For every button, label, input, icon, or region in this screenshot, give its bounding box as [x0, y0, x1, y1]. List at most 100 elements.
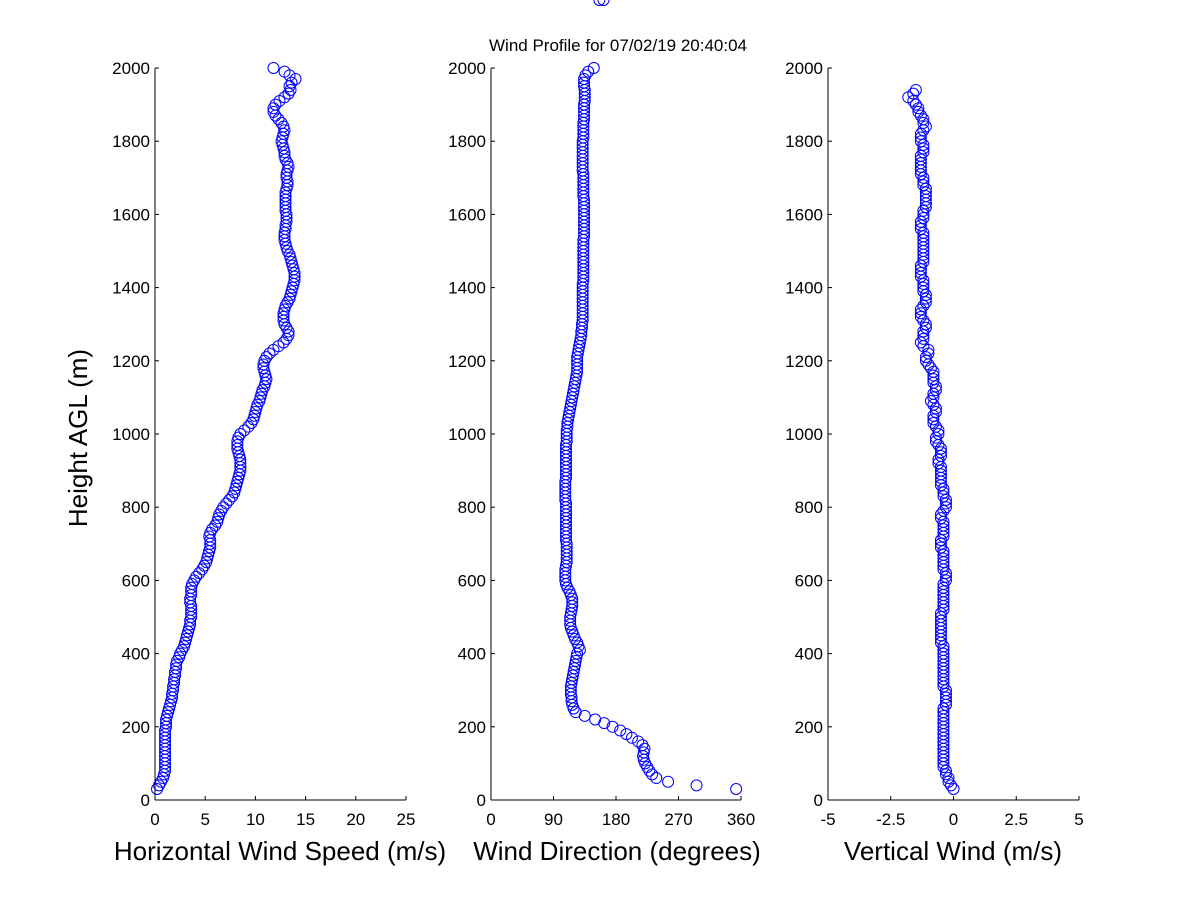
data-point: [162, 706, 175, 719]
y-tick-label: 400: [122, 645, 150, 664]
data-point: [919, 296, 932, 309]
x-tick-label: 360: [727, 810, 755, 829]
x-tick-label: 180: [602, 810, 630, 829]
data-point: [217, 501, 230, 514]
data-point: [287, 263, 300, 276]
data-point: [914, 259, 927, 272]
data-point: [939, 691, 952, 704]
data-point: [937, 545, 950, 558]
x-tick-label: 0: [486, 810, 495, 829]
data-point: [914, 219, 927, 232]
data-point: [589, 713, 602, 726]
data-point: [281, 245, 294, 257]
y-tick-label: 600: [458, 571, 486, 590]
data-point: [937, 640, 950, 653]
data-point: [185, 585, 198, 598]
data-point: [161, 709, 174, 722]
data-point: [917, 208, 930, 221]
data-point: [917, 146, 930, 159]
data-point: [917, 277, 930, 290]
data-point: [636, 739, 649, 752]
data-point: [927, 417, 940, 430]
data-point: [939, 497, 952, 510]
y-tick-label: 2000: [112, 59, 150, 78]
data-point: [286, 281, 299, 294]
data-point: [220, 497, 233, 510]
y-tick-label: 2000: [448, 59, 486, 78]
x-tick-label: 270: [664, 810, 692, 829]
y-tick-label: 1000: [112, 425, 150, 444]
data-point: [932, 438, 945, 451]
data-point: [258, 380, 271, 393]
data-point: [260, 373, 273, 386]
data-point: [934, 449, 947, 462]
data-point: [939, 570, 952, 583]
data-point: [614, 724, 627, 737]
x-tick-label: 10: [246, 810, 265, 829]
data-point: [173, 651, 186, 664]
data-point: [180, 632, 193, 645]
data-point: [917, 138, 930, 151]
data-point: [924, 395, 937, 408]
data-point: [914, 266, 927, 279]
data-point: [914, 215, 927, 228]
data-point: [284, 252, 297, 265]
data-point: [267, 105, 280, 118]
x-tick-label: 90: [544, 810, 563, 829]
data-point: [917, 299, 930, 312]
data-point: [917, 204, 930, 217]
data-point: [179, 636, 192, 649]
data-point: [578, 76, 591, 89]
data-point: [569, 654, 582, 667]
data-point: [929, 380, 942, 393]
y-tick-label: 1400: [785, 279, 823, 298]
x-tick-label: -5: [820, 810, 835, 829]
data-point: [937, 709, 950, 722]
data-point: [917, 234, 930, 247]
data-point: [637, 746, 650, 759]
x-tick-label: 25: [397, 810, 416, 829]
data-point: [275, 116, 288, 129]
y-tick-label: 0: [141, 791, 150, 810]
data-point: [606, 720, 619, 733]
data-point: [587, 62, 600, 74]
data-point: [934, 468, 947, 481]
data-point: [932, 428, 945, 440]
y-tick-label: 1800: [448, 132, 486, 151]
data-point: [190, 570, 203, 583]
data-point: [932, 457, 945, 470]
data-point: [566, 596, 579, 609]
data-point: [914, 135, 927, 148]
y-axis-label: Height AGL (m): [63, 349, 93, 527]
data-point: [211, 515, 224, 528]
y-tick-label: 200: [795, 718, 823, 737]
data-point: [914, 109, 927, 122]
data-point: [927, 413, 940, 426]
data-point: [285, 285, 298, 298]
data-point: [233, 449, 246, 462]
vertical-wind-panel: 0 200 400 600 800 1000 1200 1400 1600 1800 2000 -5 -…: [785, 59, 1084, 829]
data-point: [181, 629, 194, 642]
data-point: [919, 354, 932, 367]
data-point: [934, 541, 947, 554]
data-point: [278, 91, 291, 104]
y-tick-label: 1600: [112, 205, 150, 224]
y-tick-label: 1200: [448, 352, 486, 371]
data-point: [927, 369, 940, 382]
data-point: [253, 395, 266, 408]
data-point: [285, 76, 298, 89]
data-point: [937, 581, 950, 594]
data-point: [272, 113, 285, 126]
x-axis-label-vertical-wind: Vertical Wind (m/s): [844, 836, 1062, 866]
x-tick-label: 5: [1074, 810, 1083, 829]
data-point: [231, 475, 244, 488]
data-point: [277, 142, 290, 155]
data-point: [232, 471, 245, 484]
x-tick-label: 2.5: [1004, 810, 1028, 829]
data-point: [267, 62, 280, 74]
y-tick-label: 1800: [785, 132, 823, 151]
data-point: [230, 479, 243, 492]
data-point: [939, 493, 952, 506]
data-point: [257, 362, 270, 375]
chart-title: Wind Profile for 07/02/19 20:40:04: [489, 36, 747, 55]
